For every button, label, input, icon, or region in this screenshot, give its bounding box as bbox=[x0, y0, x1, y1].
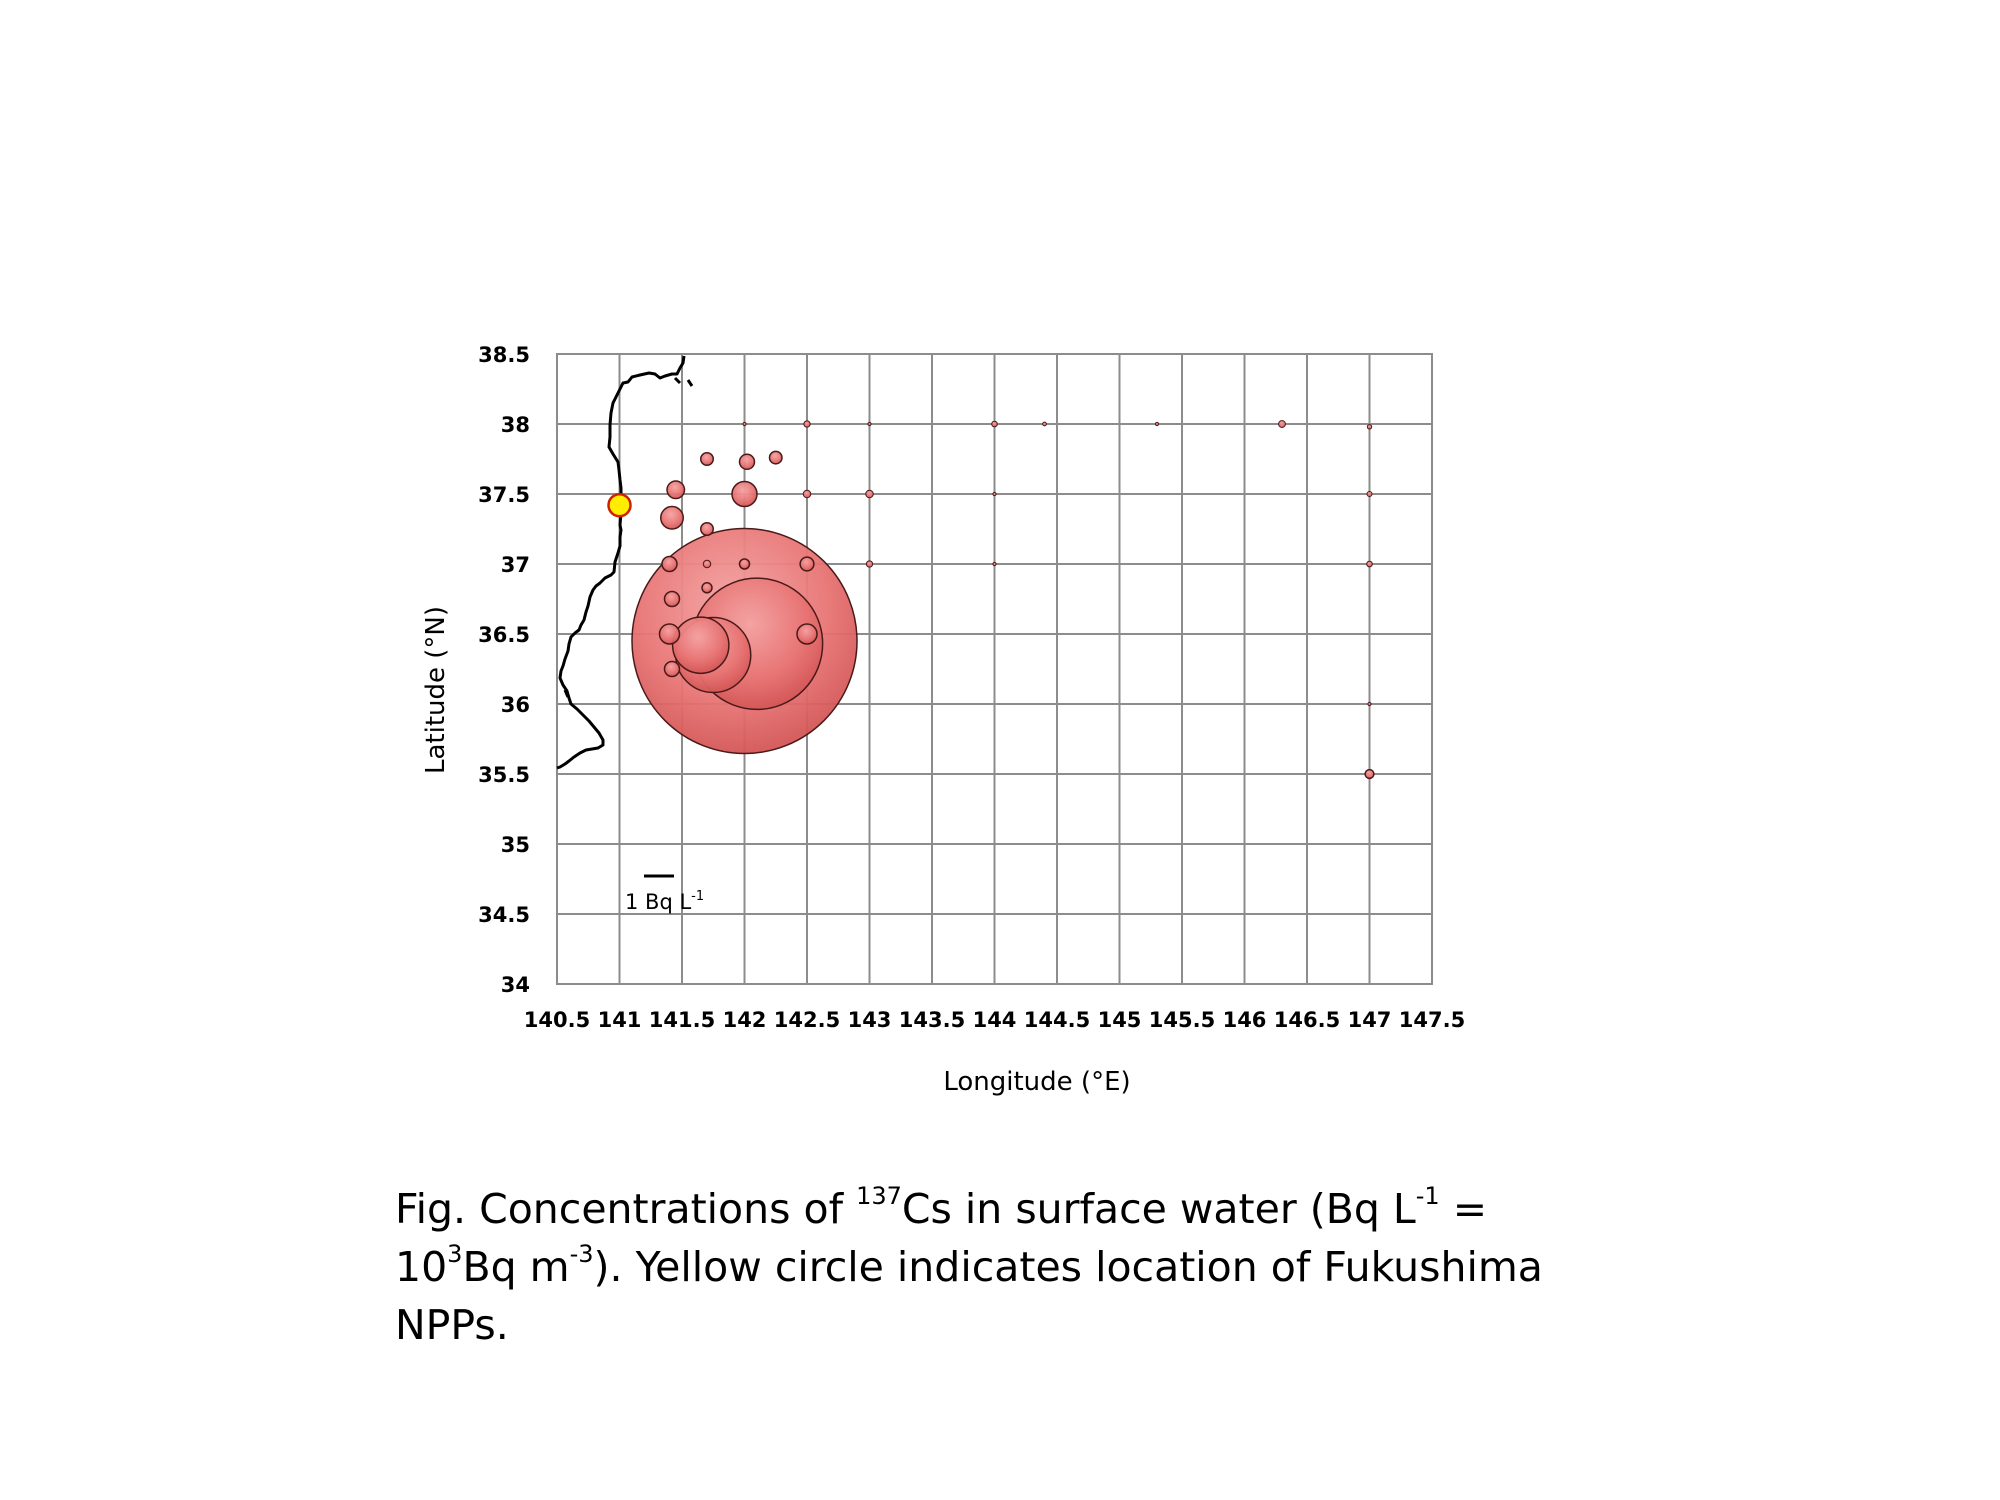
x-tick-label: 140.5 bbox=[524, 1008, 590, 1032]
data-bubble bbox=[731, 480, 758, 508]
scale-bar-label: 1 Bq L-1 bbox=[625, 889, 704, 914]
x-tick-label: 146 bbox=[1223, 1008, 1267, 1032]
data-bubble bbox=[865, 560, 874, 568]
x-tick-label: 147 bbox=[1348, 1008, 1392, 1032]
data-bubble bbox=[700, 522, 714, 536]
data-bubble bbox=[803, 420, 811, 428]
coastline-path bbox=[556, 355, 686, 770]
y-tick-label: 35.5 bbox=[478, 763, 530, 787]
caption-text6: ). Yellow circle indicates location of F… bbox=[395, 1243, 1543, 1349]
data-bubble bbox=[802, 489, 812, 499]
data-bubble bbox=[1367, 701, 1372, 707]
x-tick-label: 142.5 bbox=[774, 1008, 840, 1032]
y-tick-label: 37.5 bbox=[478, 483, 530, 507]
y-tick-label: 36 bbox=[501, 693, 530, 717]
data-bubble bbox=[663, 660, 681, 678]
data-bubble bbox=[671, 616, 730, 675]
data-bubble bbox=[700, 452, 714, 466]
data-bubble bbox=[768, 450, 783, 465]
figure-caption: Fig. Concentrations of 137Cs in surface … bbox=[395, 1180, 1645, 1354]
data-bubble bbox=[991, 420, 998, 428]
x-tick-label: 143 bbox=[848, 1008, 892, 1032]
y-tick-label: 34 bbox=[501, 973, 530, 997]
x-tick-label: 145 bbox=[1098, 1008, 1142, 1032]
x-axis-tick-labels: 140.5 141 141.5 142 142.5 143 143.5 144 144.5 145… bbox=[524, 1008, 1465, 1032]
x-tick-label: 142 bbox=[723, 1008, 767, 1032]
data-bubble bbox=[865, 489, 874, 499]
y-tick-label: 38.5 bbox=[478, 343, 530, 367]
caption-text2: Cs in surface water (Bq L bbox=[901, 1185, 1416, 1233]
fukushima-site-marker bbox=[607, 492, 632, 518]
data-bubble bbox=[1366, 560, 1373, 568]
x-tick-label: 141.5 bbox=[649, 1008, 715, 1032]
y-tick-label: 37 bbox=[501, 553, 530, 577]
y-axis-tick-labels: 38.5 38 37.5 37 36.5 36 35.5 35 34.5 34 bbox=[478, 343, 530, 997]
x-tick-label: 145.5 bbox=[1149, 1008, 1215, 1032]
data-bubble bbox=[992, 491, 997, 497]
data-bubble bbox=[1042, 421, 1047, 427]
data-bubble bbox=[796, 623, 818, 645]
data-bubble bbox=[1154, 421, 1160, 427]
data-bubble bbox=[701, 582, 713, 594]
data-bubble bbox=[1366, 424, 1373, 430]
x-tick-label: 141 bbox=[598, 1008, 642, 1032]
x-axis-title: Longitude (°E) bbox=[943, 1067, 1130, 1097]
concentration-bubbles bbox=[607, 420, 1375, 780]
x-tick-label: 144.5 bbox=[1024, 1008, 1090, 1032]
caption-text5: Bq m bbox=[462, 1243, 570, 1291]
caption-text3: = bbox=[1439, 1185, 1488, 1233]
scale-bar: 1 Bq L-1 bbox=[625, 874, 704, 914]
data-bubble bbox=[867, 421, 872, 427]
data-bubble bbox=[666, 480, 686, 500]
plot-area: 1 Bq L-1 bbox=[556, 353, 1433, 985]
y-tick-label: 34.5 bbox=[478, 903, 530, 927]
data-bubble bbox=[702, 559, 712, 569]
data-bubble bbox=[1278, 420, 1286, 428]
y-axis-title: Latitude (°N) bbox=[421, 606, 451, 774]
x-tick-label: 146.5 bbox=[1274, 1008, 1340, 1032]
grid bbox=[557, 354, 1432, 984]
data-bubble bbox=[738, 558, 751, 570]
data-bubble bbox=[742, 421, 747, 427]
coastline bbox=[556, 355, 694, 770]
coastline-islets bbox=[563, 376, 694, 698]
data-bubble bbox=[663, 590, 681, 608]
y-tick-label: 36.5 bbox=[478, 623, 530, 647]
x-tick-label: 143.5 bbox=[899, 1008, 965, 1032]
data-bubble bbox=[1364, 768, 1375, 780]
data-bubble bbox=[660, 505, 684, 530]
data-bubble bbox=[738, 453, 756, 471]
data-bubble bbox=[992, 561, 997, 567]
caption-unit-sup: -1 bbox=[1415, 1182, 1440, 1210]
x-tick-label: 144 bbox=[973, 1008, 1017, 1032]
caption-prefix: Fig. Concentrations of bbox=[395, 1185, 857, 1233]
caption-isotope-sup: 137 bbox=[856, 1182, 902, 1210]
caption-exp-sup: 3 bbox=[447, 1240, 463, 1268]
caption-text4: 10 bbox=[395, 1243, 448, 1291]
caption-unit2-sup: -3 bbox=[569, 1240, 594, 1268]
y-tick-label: 35 bbox=[501, 833, 530, 857]
data-bubble bbox=[658, 623, 681, 645]
data-bubble bbox=[661, 555, 678, 573]
x-tick-label: 147.5 bbox=[1399, 1008, 1465, 1032]
data-bubble bbox=[1366, 491, 1373, 497]
data-bubble bbox=[799, 556, 815, 572]
y-tick-label: 38 bbox=[501, 413, 530, 437]
